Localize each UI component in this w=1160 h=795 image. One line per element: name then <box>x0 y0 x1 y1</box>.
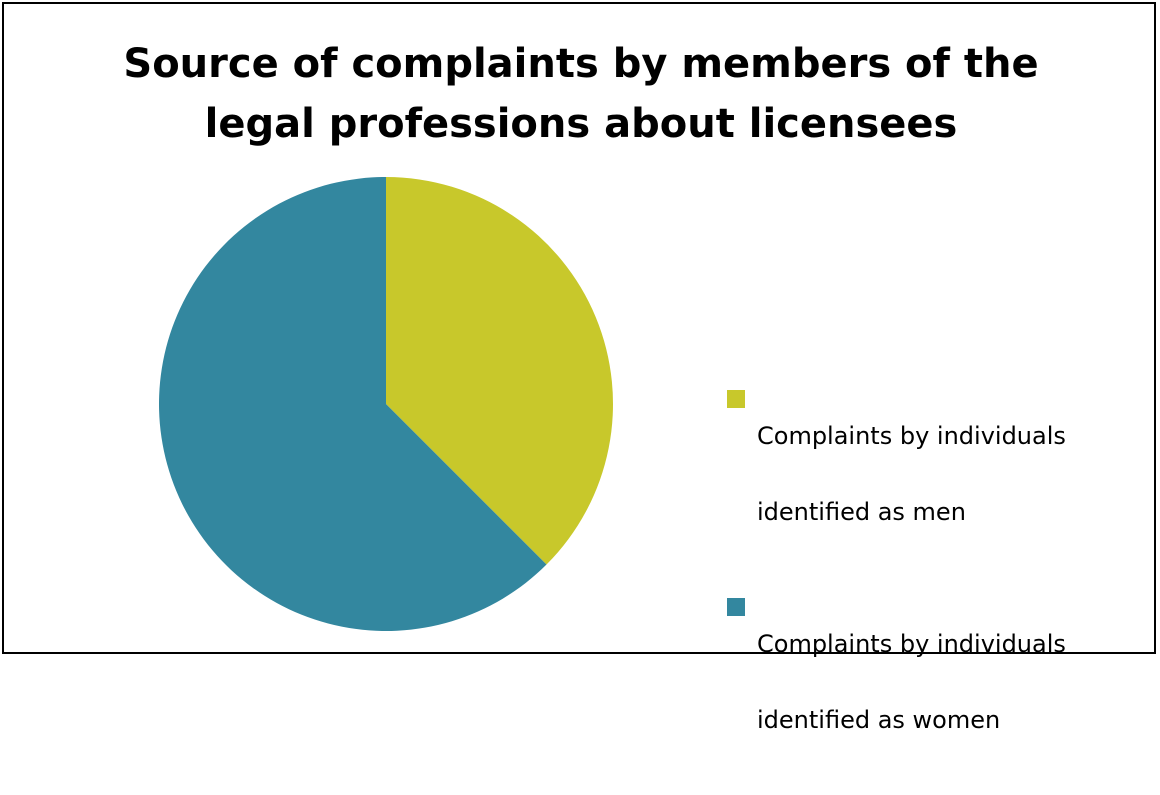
chart-legend: Complaints by individuals identified as … <box>727 379 1147 795</box>
legend-item-women: Complaints by individuals identified as … <box>727 587 1147 777</box>
legend-label-men-line-2: identified as men <box>757 498 966 526</box>
pie-chart <box>158 177 613 632</box>
legend-swatch-women <box>727 598 745 616</box>
legend-item-men: Complaints by individuals identified as … <box>727 379 1147 569</box>
chart-frame: Source of complaints by members of the l… <box>2 2 1158 734</box>
legend-label-men: Complaints by individuals identified as … <box>757 379 1147 569</box>
chart-title: Source of complaints by members of the l… <box>4 34 1158 154</box>
legend-label-women-line-2: identified as women <box>757 706 1001 734</box>
legend-label-men-line-1: Complaints by individuals <box>757 422 1066 450</box>
legend-label-women-line-1: Complaints by individuals <box>757 630 1066 658</box>
pie-slice-men <box>386 177 613 565</box>
chart-title-line-1: Source of complaints by members of the <box>123 41 1039 87</box>
chart-title-line-2: legal professions about licensees <box>204 101 958 147</box>
legend-swatch-men <box>727 390 745 408</box>
legend-label-women: Complaints by individuals identified as … <box>757 587 1147 777</box>
pie-slice-women <box>158 177 547 632</box>
